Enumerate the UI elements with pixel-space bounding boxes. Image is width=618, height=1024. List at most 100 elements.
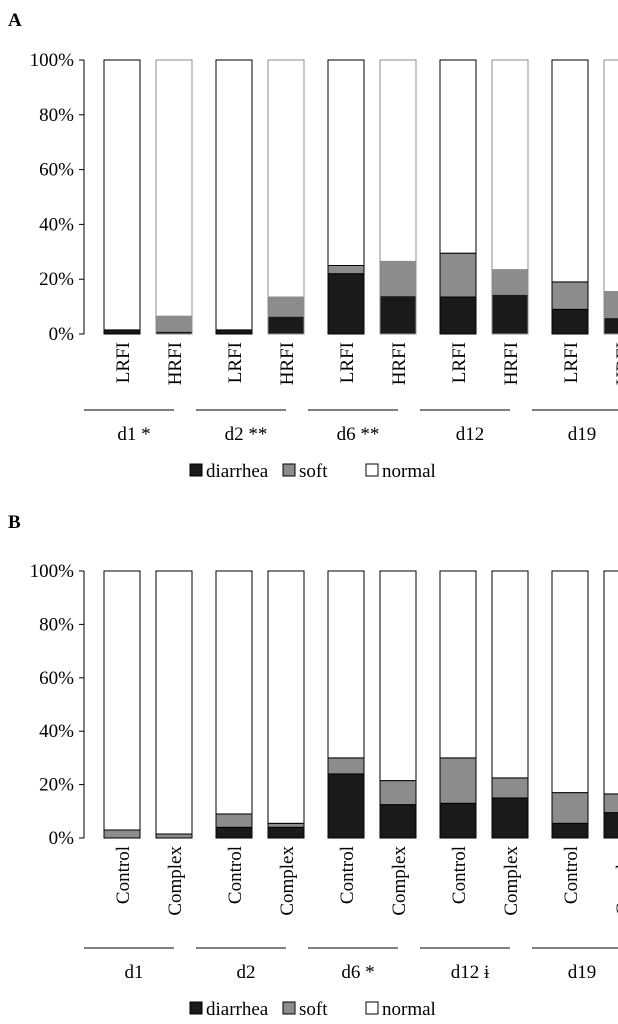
group-label: d12 <box>456 424 485 445</box>
y-tick-label: 20% <box>39 269 74 290</box>
category-label: Control <box>225 846 246 904</box>
y-tick-label: 40% <box>39 214 74 235</box>
legend-swatch <box>282 463 296 477</box>
category-label: Complex <box>613 846 618 916</box>
bar-normal <box>103 59 141 331</box>
bar-soft <box>551 792 589 824</box>
legend-label: soft <box>299 999 328 1020</box>
bar-soft <box>379 260 417 297</box>
bar-normal <box>327 570 365 759</box>
bar-normal <box>215 59 253 331</box>
bar-diarrhea <box>379 804 417 839</box>
category-label: Complex <box>389 846 410 916</box>
bar-normal <box>379 59 417 262</box>
y-tick-label: 100% <box>30 561 75 582</box>
bar-soft <box>267 822 305 828</box>
bar-normal <box>603 570 618 795</box>
y-tick-label: 40% <box>39 721 74 742</box>
bar-soft <box>439 757 477 804</box>
y-tick-label: 100% <box>30 50 75 71</box>
group-label: d2 <box>237 962 256 983</box>
panel-letter: A <box>8 10 22 31</box>
legend-label: normal <box>382 461 436 482</box>
category-label: HRFI <box>501 342 522 385</box>
bar-soft <box>215 813 253 828</box>
bar-normal <box>491 570 529 779</box>
bar-soft <box>155 315 193 332</box>
chart-panel-a: A 0% 20% 40% 60% 80% 100% LRFI HRFI LRFI HRFI LRFI H… <box>8 10 618 482</box>
group-label: d6 ** <box>337 424 380 445</box>
bar-soft <box>379 780 417 806</box>
bar-soft <box>491 777 529 799</box>
legend-label: soft <box>299 461 328 482</box>
legend-swatch <box>282 1001 296 1015</box>
category-label: LRFI <box>561 342 582 383</box>
category-label: HRFI <box>165 342 186 385</box>
y-tick-label: 80% <box>39 614 74 635</box>
category-label: Control <box>449 846 470 904</box>
group-label: d1 * <box>117 424 150 445</box>
category-label: LRFI <box>337 342 358 383</box>
legend-swatch <box>189 1001 203 1015</box>
bar-normal <box>491 59 529 271</box>
y-tick-label: 20% <box>39 775 74 796</box>
category-label: Control <box>113 846 134 904</box>
bar-diarrhea <box>215 329 253 335</box>
bar-normal <box>327 59 365 266</box>
category-label: Complex <box>165 846 186 916</box>
category-label: LRFI <box>225 342 246 383</box>
bar-diarrhea <box>327 773 365 839</box>
group-label: d12 ɨ <box>451 962 490 983</box>
category-label: LRFI <box>449 342 470 383</box>
bar-normal <box>379 570 417 782</box>
bar-diarrhea <box>491 293 529 335</box>
y-tick-label: 60% <box>39 160 74 181</box>
bar-normal <box>603 59 618 293</box>
group-label: d1 <box>125 962 144 983</box>
bar-diarrhea <box>491 797 529 839</box>
category-label: Control <box>337 846 358 904</box>
bar-normal <box>439 59 477 254</box>
group-label: d19 <box>568 424 597 445</box>
y-tick-label: 0% <box>49 324 75 345</box>
category-label: Control <box>561 846 582 904</box>
category-label: HRFI <box>389 342 410 385</box>
y-tick-label: 60% <box>39 668 74 689</box>
bar-diarrhea <box>267 315 305 335</box>
y-tick-label: 80% <box>39 105 74 126</box>
panel-letter: B <box>8 512 21 533</box>
bar-diarrhea <box>379 295 417 335</box>
bar-soft <box>491 269 529 295</box>
bar-diarrhea <box>551 308 589 335</box>
bar-normal <box>155 570 193 835</box>
bar-soft <box>267 296 305 317</box>
bar-diarrhea <box>439 802 477 839</box>
category-label: Complex <box>501 846 522 916</box>
bar-normal <box>103 570 141 831</box>
chart-panel-b: B 0% 20% 40% 60% 80% 100% Control Complex Control… <box>8 512 618 1020</box>
bar-normal <box>215 570 253 815</box>
category-label: HRFI <box>277 342 298 385</box>
bar-soft <box>327 265 365 275</box>
bar-diarrhea <box>327 273 365 335</box>
bar-diarrhea <box>103 329 141 335</box>
bar-soft <box>603 793 618 814</box>
bar-soft <box>327 757 365 775</box>
legend-swatch <box>365 463 379 477</box>
bar-diarrhea <box>603 317 618 335</box>
category-label: HRFI <box>613 342 618 385</box>
legend-label: normal <box>382 999 436 1020</box>
bar-normal <box>551 570 589 794</box>
bar-soft <box>439 252 477 298</box>
bar-normal <box>439 570 477 759</box>
bar-diarrhea <box>551 822 589 839</box>
bar-soft <box>603 291 618 319</box>
bar-soft <box>103 829 141 839</box>
category-label: LRFI <box>113 342 134 383</box>
bar-soft <box>551 281 589 310</box>
group-label: d6 * <box>341 962 374 983</box>
bar-soft <box>155 833 193 839</box>
category-label: Complex <box>277 846 298 916</box>
legend-label: diarrhea <box>206 461 269 482</box>
